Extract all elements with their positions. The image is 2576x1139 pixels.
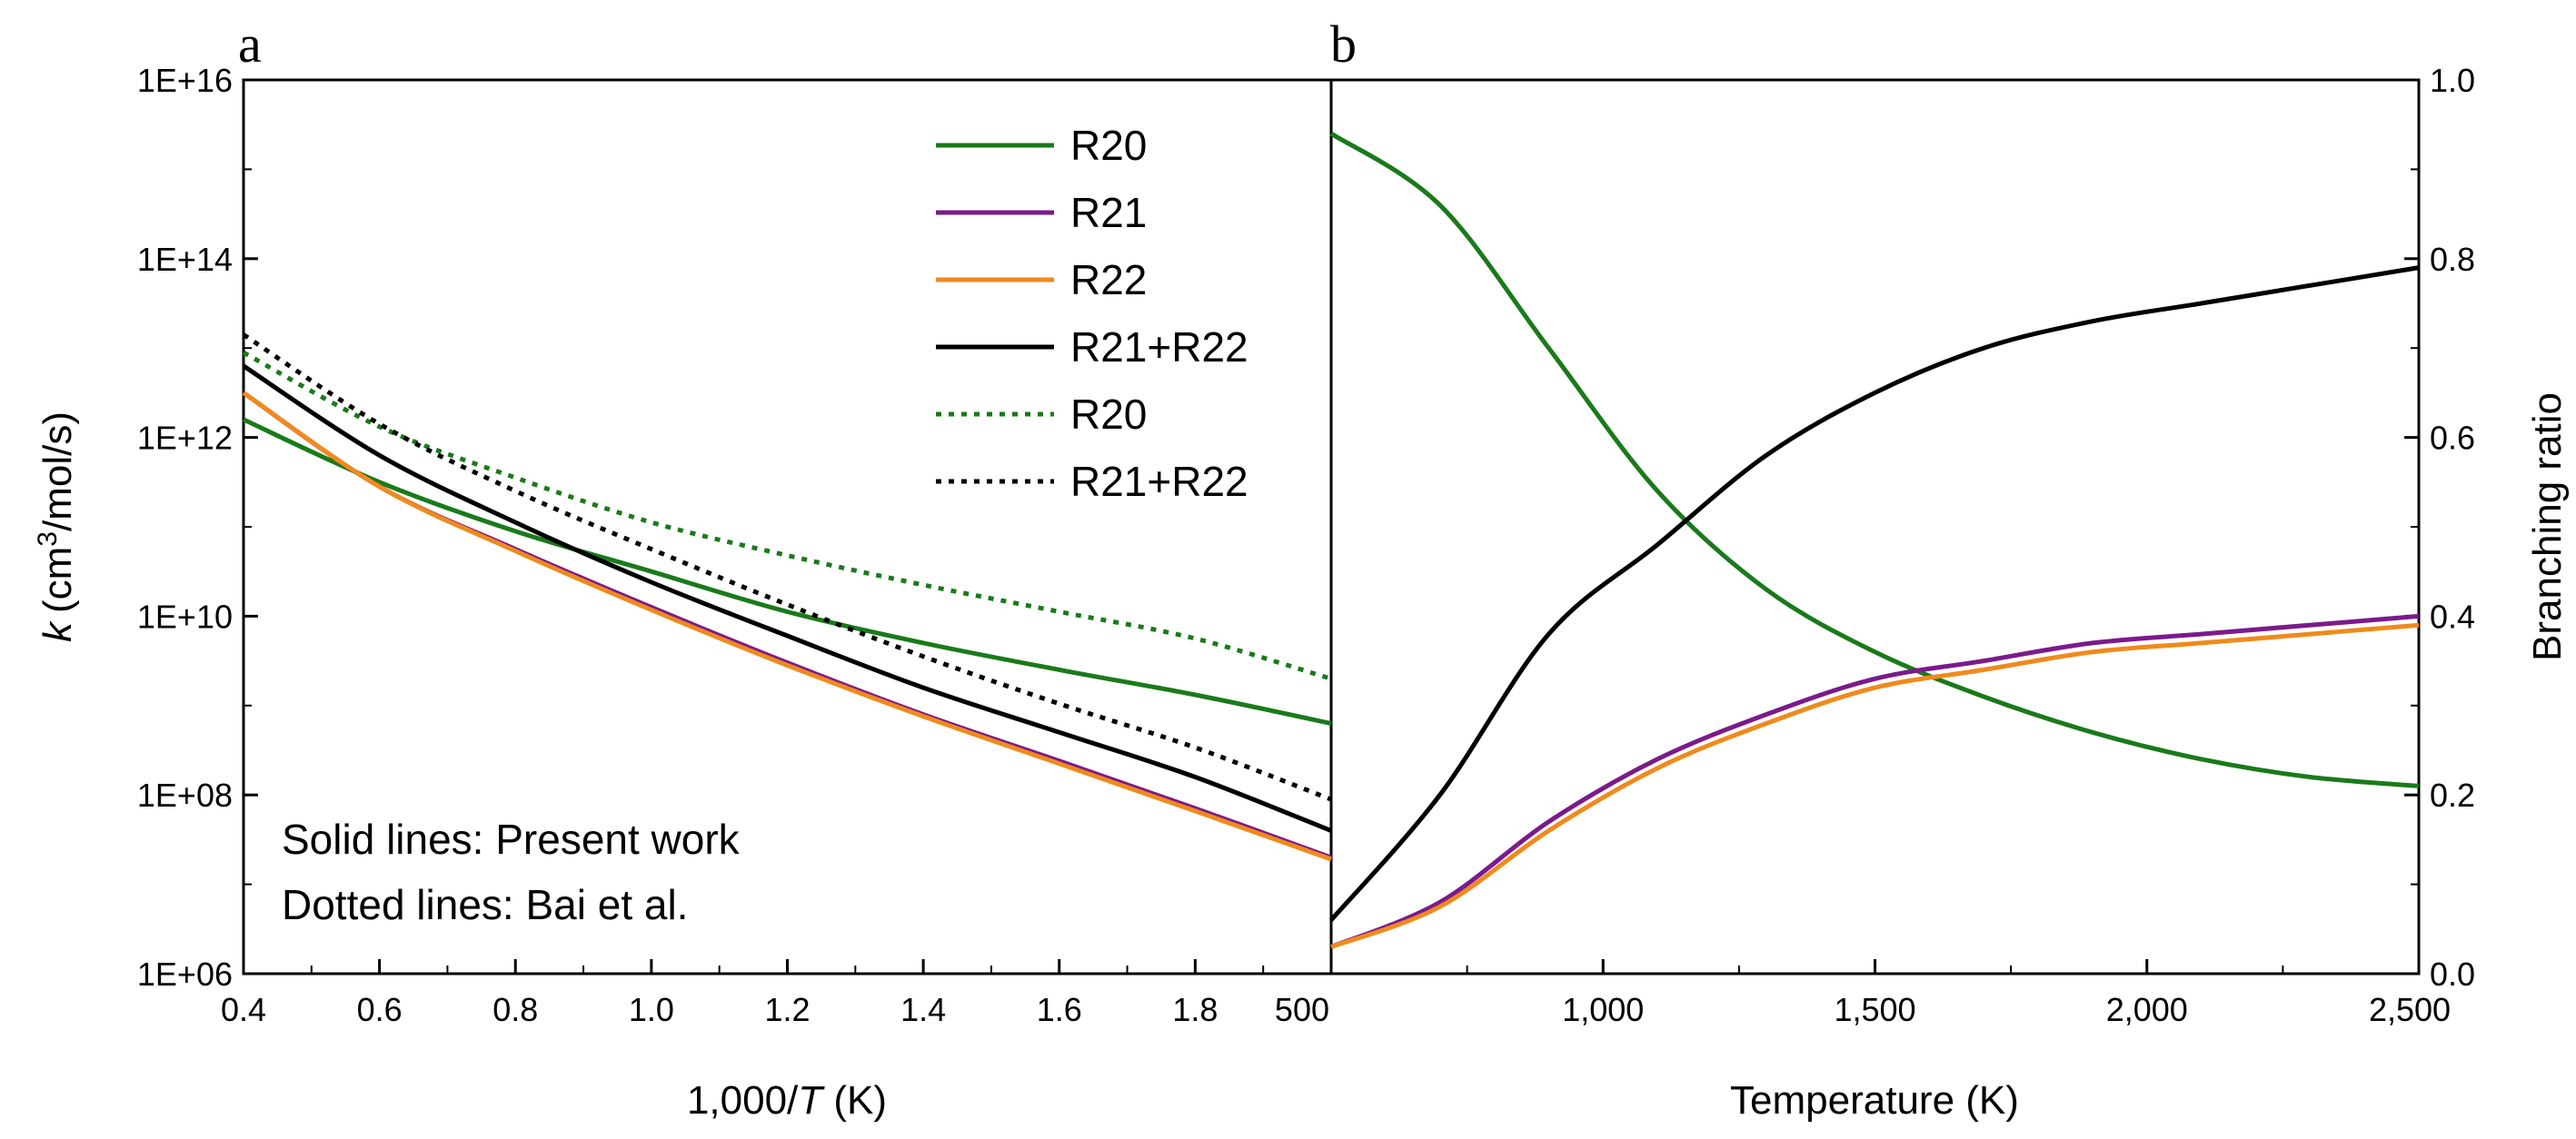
panel-b-xtick-label: 1,000 bbox=[1562, 991, 1644, 1028]
panel-a-series-r20-dotted bbox=[242, 350, 1332, 681]
panel-b-xtick-label: 2,500 bbox=[2369, 991, 2451, 1028]
panel-a-ylabel-rest: /mol/s) bbox=[35, 411, 80, 531]
legend-label: R20 bbox=[1070, 122, 1147, 169]
panel-a-series-r20-solid bbox=[242, 417, 1332, 726]
panel-a-xtick-label: 0.8 bbox=[492, 991, 538, 1028]
panel-b-ticks: 500 1,000 1,500 2,000 2,500 1.0 0.8 0.6 0.4 0.2 0.… bbox=[1275, 62, 2475, 1028]
panel-a-ylabel-sup: 3 bbox=[33, 531, 63, 547]
panel-a-series-r21-r22-dotted bbox=[242, 332, 1332, 802]
panel-a-ytick-label: 1E+16 bbox=[137, 62, 233, 99]
panel-a-xlabel-T: T bbox=[798, 1078, 825, 1123]
panel-a-ticks: 0.4 0.6 0.8 1.0 1.2 1.4 1.6 1.8 1E+16 1E+14 1E+12 1… bbox=[137, 62, 1265, 1028]
panel-a-ylabel-k: k bbox=[35, 620, 80, 642]
panel-a-ytick-label: 1E+12 bbox=[137, 420, 233, 457]
panel-a-ytick-label: 1E+14 bbox=[137, 241, 233, 278]
legend-label: R22 bbox=[1070, 256, 1147, 303]
panel-a-ytick-label: 1E+10 bbox=[137, 598, 233, 635]
panel-a-xtick-label: 1.4 bbox=[900, 991, 946, 1028]
panel-a-series bbox=[242, 332, 1332, 862]
note-solid-lines: Solid lines: Present work bbox=[282, 816, 741, 863]
panel-a-xtick-label: 0.6 bbox=[357, 991, 403, 1028]
panel-b-xtick-label: 1,500 bbox=[1834, 991, 1915, 1028]
panel-b-xlabel: Temperature (K) bbox=[1730, 1078, 2019, 1123]
panel-a-ylabel-units: (cm bbox=[35, 547, 80, 613]
panel-b-ytick-label: 0.2 bbox=[2430, 777, 2475, 814]
legend: R20 R21 R22 R21+R22 R20 R21+R22 bbox=[936, 122, 1248, 505]
panel-a-xtick-label: 1.0 bbox=[629, 991, 674, 1028]
panel-b-ytick-label: 0.0 bbox=[2430, 956, 2475, 993]
panel-a-xlabel-prefix: 1,000/ bbox=[687, 1078, 799, 1123]
panel-b-xtick-label: 2,000 bbox=[2106, 991, 2188, 1028]
panel-b-series-r21-r22 bbox=[1329, 265, 2420, 922]
panel-a-series-r22-solid bbox=[242, 391, 1332, 862]
panel-b-series-r20 bbox=[1329, 131, 2420, 788]
panel-a-ylabel: k (cm3/mol/s) bbox=[33, 411, 80, 642]
panel-a-xtick-label: 1.8 bbox=[1172, 991, 1218, 1028]
panel-a-ytick-label: 1E+08 bbox=[137, 777, 233, 814]
panel-a-xlabel-suffix: (K) bbox=[822, 1078, 887, 1123]
panel-b-ytick-label: 0.6 bbox=[2430, 420, 2475, 457]
panel-b-series-r22 bbox=[1330, 622, 2420, 949]
panel-b-frame bbox=[1329, 78, 2421, 976]
panel-a-xtick-label: 1.6 bbox=[1037, 991, 1082, 1028]
legend-label: R20 bbox=[1070, 391, 1147, 438]
panel-b-series bbox=[1329, 131, 2420, 949]
panel-label-b: b bbox=[1330, 15, 1357, 74]
panel-label-a: a bbox=[238, 15, 262, 74]
panel-a-xlabel: 1,000/T (K) bbox=[687, 1078, 887, 1123]
panel-b-series-r21 bbox=[1330, 613, 2420, 949]
panel-b-xtick-label: 500 bbox=[1275, 991, 1329, 1028]
panel-b-ytick-label: 1.0 bbox=[2430, 62, 2475, 99]
legend-label: R21+R22 bbox=[1070, 458, 1248, 505]
note-dotted-lines: Dotted lines: Bai et al. bbox=[282, 881, 688, 928]
panel-b-ylabel: Branching ratio bbox=[2525, 392, 2570, 661]
panel-a-xtick-label: 0.4 bbox=[221, 991, 266, 1028]
legend-label: R21+R22 bbox=[1070, 323, 1248, 371]
panel-a-series-r21-r22-solid bbox=[242, 363, 1332, 833]
panel-b-ytick-label: 0.8 bbox=[2430, 241, 2475, 278]
panel-a-ytick-label: 1E+06 bbox=[137, 956, 233, 993]
panel-a-xtick-label: 1.2 bbox=[764, 991, 810, 1028]
legend-label: R21 bbox=[1070, 189, 1147, 236]
panel-b-ytick-label: 0.4 bbox=[2430, 598, 2475, 635]
